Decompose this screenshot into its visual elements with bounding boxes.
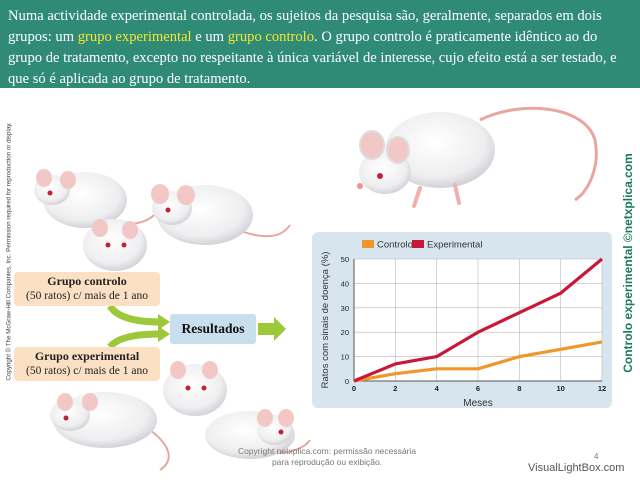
header-text-2: e um bbox=[191, 29, 228, 45]
disease-line-chart: 0 10 20 30 40 50 0 2 4 6 8 10 12 Meses Ratos com sinai… bbox=[320, 240, 606, 409]
x-tick-label: 12 bbox=[598, 384, 606, 393]
arrow-control-to-result bbox=[107, 303, 161, 326]
y-tick-label: 10 bbox=[341, 353, 349, 362]
control-group-subtitle: (50 ratos) c/ mais de 1 ano bbox=[26, 290, 148, 302]
legend-swatch-experimental bbox=[412, 240, 424, 248]
mice-control-group bbox=[34, 169, 291, 271]
x-axis-label: Meses bbox=[463, 398, 492, 408]
x-tick-label: 10 bbox=[556, 384, 564, 393]
header-banner: Numa actividade experimental controlada,… bbox=[0, 0, 640, 88]
results-box: Resultados bbox=[170, 314, 256, 344]
control-group-box: Grupo controlo (50 ratos) c/ mais de 1 a… bbox=[14, 272, 160, 306]
mouse-large bbox=[357, 106, 598, 208]
x-tick-label: 0 bbox=[352, 384, 356, 393]
arrow-experimental-to-result bbox=[107, 330, 161, 350]
legend-swatch-controlo bbox=[362, 240, 374, 248]
x-tick-label: 4 bbox=[435, 384, 440, 393]
y-tick-label: 40 bbox=[341, 279, 349, 288]
x-tick-label: 6 bbox=[476, 384, 480, 393]
experimental-group-box: Grupo experimental (50 ratos) c/ mais de… bbox=[14, 347, 160, 381]
arrow-result-to-chart bbox=[258, 317, 286, 341]
y-tick-label: 0 bbox=[345, 377, 349, 386]
arrow-experimental-head bbox=[158, 326, 170, 342]
footer-copyright-note: Copyright netxplica.com: permissão neces… bbox=[237, 446, 417, 467]
watermark: VisualLightBox.com bbox=[528, 462, 625, 474]
y-tick-label: 50 bbox=[341, 255, 349, 264]
series-line-experimental bbox=[353, 257, 604, 383]
header-text-1: Numa actividade experimental controlada,… bbox=[8, 8, 602, 45]
y-tick-label: 30 bbox=[341, 304, 349, 313]
y-axis-label: Ratos com sinais de doença (%) bbox=[320, 252, 331, 389]
highlight-control: grupo controlo bbox=[227, 29, 315, 45]
series-line-controlo bbox=[353, 340, 603, 383]
arrow-control-head bbox=[158, 314, 170, 330]
header-text-3: . O grupo controlo é praticamente idênti… bbox=[8, 29, 617, 87]
highlight-experimental: grupo experimental bbox=[77, 29, 192, 45]
legend-label-experimental: Experimental bbox=[427, 240, 482, 251]
header-paragraph: Numa actividade experimental controlada,… bbox=[0, 0, 640, 90]
page-number: 4 bbox=[594, 452, 599, 461]
x-tick-label: 2 bbox=[393, 384, 397, 393]
control-group-title: Grupo controlo bbox=[47, 274, 127, 288]
y-tick-label: 20 bbox=[341, 328, 349, 337]
x-tick-label: 8 bbox=[517, 384, 521, 393]
experimental-group-subtitle: (50 ratos) c/ mais de 1 ano bbox=[26, 365, 148, 377]
mice-experimental-group bbox=[50, 361, 311, 471]
legend-label-controlo: Controlo bbox=[377, 240, 413, 251]
experimental-group-title: Grupo experimental bbox=[34, 349, 140, 363]
